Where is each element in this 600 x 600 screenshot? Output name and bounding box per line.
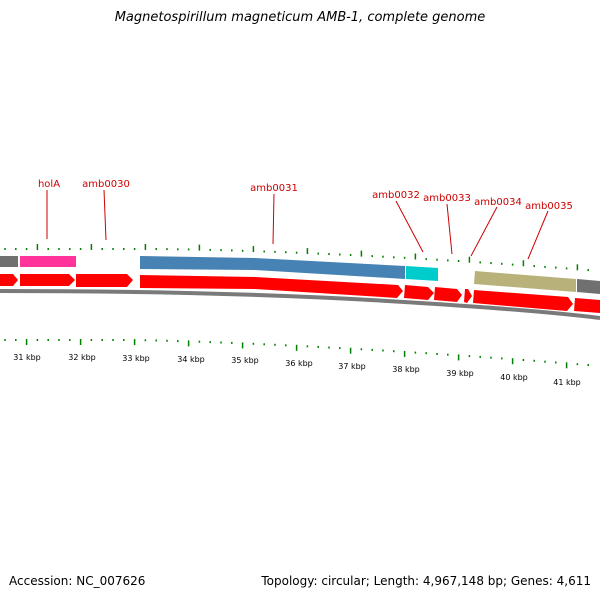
leader-amb0035 <box>527 210 549 260</box>
kbp-label-31: 31 kbp <box>13 353 41 362</box>
lower-tick-row <box>4 339 589 369</box>
gene-labels: holA amb0030 amb0031 amb0032 amb0033 amb… <box>38 179 573 212</box>
kbp-label-34: 34 kbp <box>177 355 205 364</box>
leader-amb0031 <box>272 193 275 245</box>
gene-label-amb0035: amb0035 <box>525 201 573 212</box>
kbp-label-41: 41 kbp <box>553 378 581 387</box>
genome-summary-text: Topology: circular; Length: 4,967,148 bp… <box>261 574 591 588</box>
cds-arrow-amb0031 <box>140 275 403 298</box>
kbp-label-38: 38 kbp <box>392 365 420 374</box>
cds-arrow-0 <box>0 274 18 286</box>
cds-arrow-amb0030 <box>76 274 133 287</box>
gene-bar-amb0031 <box>140 256 405 279</box>
kbp-label-32: 32 kbp <box>68 353 96 362</box>
cds-arrow-next <box>574 298 600 313</box>
leader-amb0030 <box>103 189 107 241</box>
kbp-label-35: 35 kbp <box>231 356 259 365</box>
cds-arrow-amb0035 <box>473 290 573 311</box>
leader-amb0032 <box>395 200 424 253</box>
gene-label-amb0032: amb0032 <box>372 190 420 201</box>
gene-feature-track <box>0 256 600 294</box>
kbp-label-36: 36 kbp <box>285 359 313 368</box>
kbp-label-40: 40 kbp <box>500 373 528 382</box>
gene-bar-amb0035 <box>474 271 576 292</box>
cds-arrow-amb0032 <box>404 285 434 300</box>
upper-tick-row <box>4 244 589 272</box>
accession-text: Accession: NC_007626 <box>9 574 146 588</box>
gene-bar-amb0032 <box>406 266 438 281</box>
gene-bar-grey-left <box>0 256 18 267</box>
kbp-labels: 31 kbp 32 kbp 33 kbp 34 kbp 35 kbp 36 kb… <box>13 353 581 387</box>
kbp-label-33: 33 kbp <box>122 354 150 363</box>
gene-label-amb0030: amb0030 <box>82 179 130 190</box>
cds-arrow-track <box>0 274 600 313</box>
kbp-label-37: 37 kbp <box>338 362 366 371</box>
leader-amb0033 <box>446 203 453 255</box>
gene-bar-grey-right <box>577 279 600 294</box>
cds-arrow-holA <box>20 274 75 286</box>
cds-arrow-amb0033 <box>434 287 462 302</box>
gene-label-amb0033: amb0033 <box>423 193 471 204</box>
kbp-label-39: 39 kbp <box>446 369 474 378</box>
map-title: Magnetospirillum magneticum AMB-1, compl… <box>114 10 486 25</box>
gene-label-leaders <box>46 189 549 260</box>
gene-label-amb0034: amb0034 <box>474 197 522 208</box>
gene-label-holA: holA <box>38 179 60 190</box>
genome-backbone <box>0 289 600 320</box>
leader-amb0034 <box>470 206 498 257</box>
cds-arrow-amb0034 <box>464 289 472 303</box>
gene-label-amb0031: amb0031 <box>250 183 298 194</box>
gene-bar-holA <box>20 256 76 267</box>
